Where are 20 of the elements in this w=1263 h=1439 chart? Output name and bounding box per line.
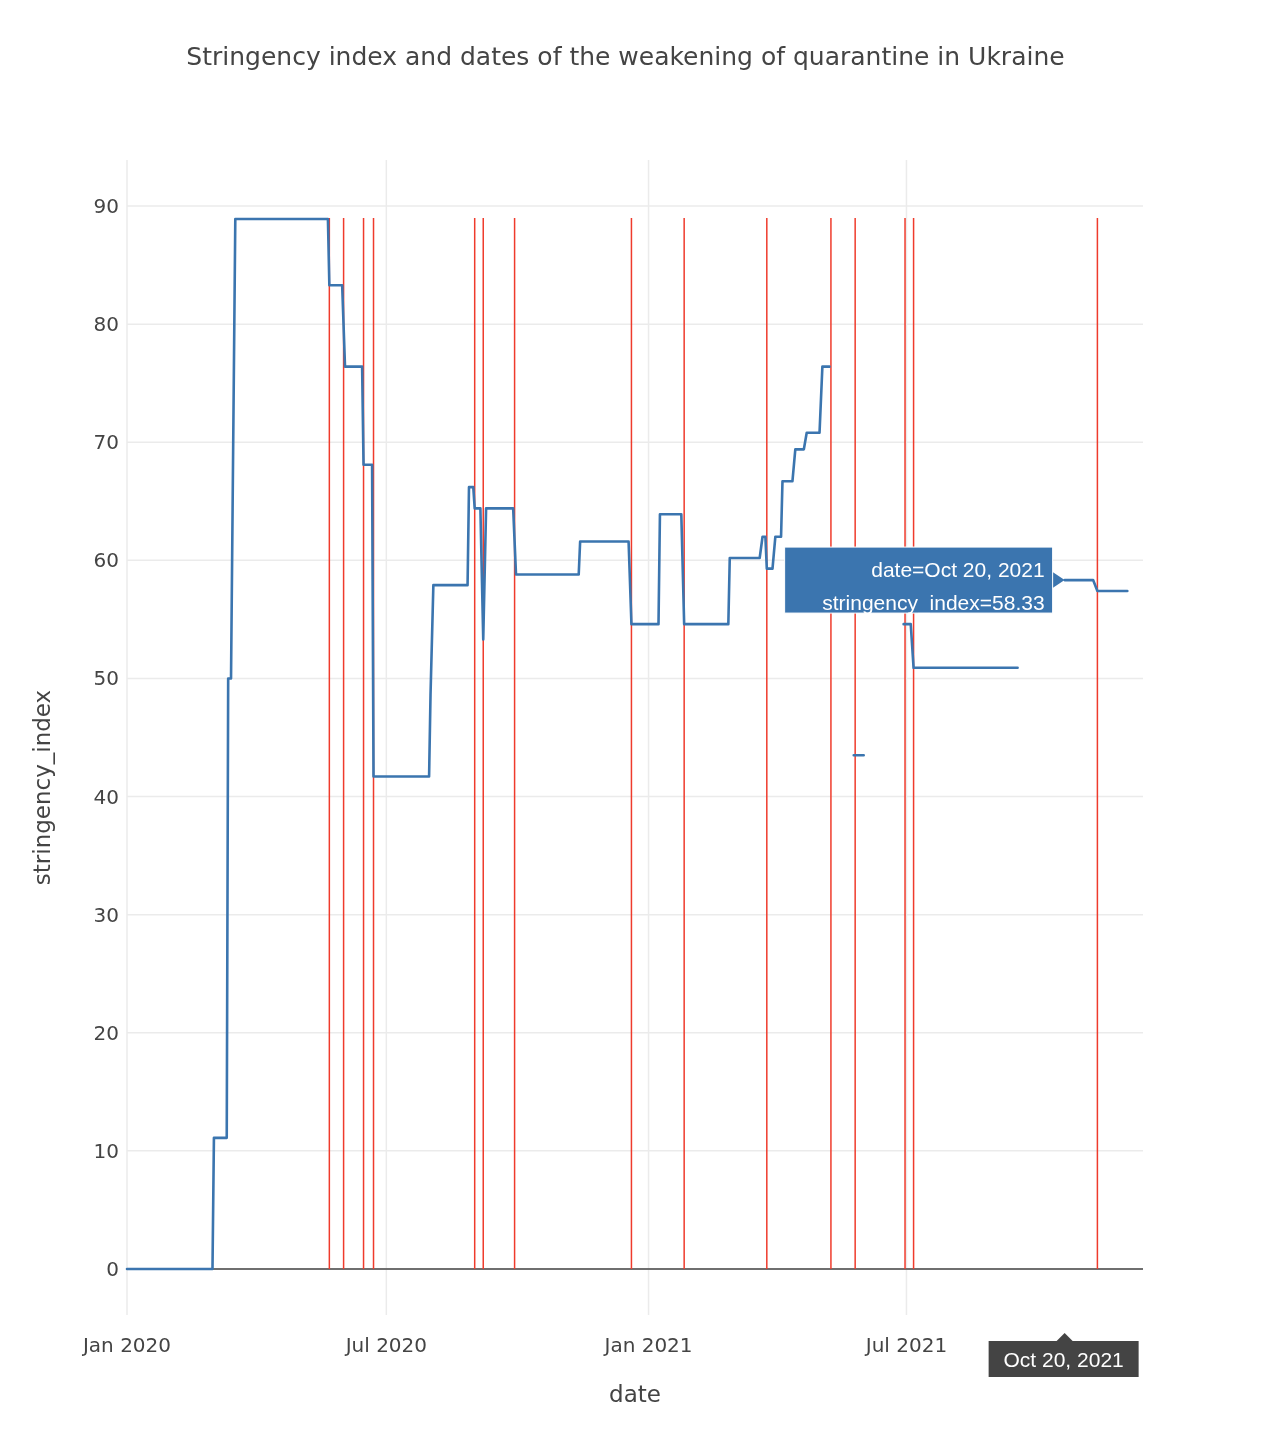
y-tick-label: 0 bbox=[106, 1256, 119, 1281]
x-tick-label: Jul 2020 bbox=[343, 1333, 428, 1357]
x-tick-label: Jan 2020 bbox=[80, 1333, 172, 1357]
y-tick-label: 10 bbox=[93, 1138, 119, 1163]
annotation: date=Oct 20, 2021 stringency_index=58.33 bbox=[822, 558, 1045, 616]
y-tick-label: 50 bbox=[93, 666, 119, 691]
y-axis-title: stringency_index bbox=[29, 689, 55, 886]
y-tick-label: 60 bbox=[93, 548, 119, 573]
y-tick-label: 30 bbox=[93, 902, 119, 927]
y-tick-label: 80 bbox=[93, 312, 119, 337]
x-tick-label: Jul 2021 bbox=[863, 1333, 948, 1357]
y-tick-label: 90 bbox=[93, 194, 119, 219]
hover-label: Oct 20, 2021 bbox=[988, 1333, 1139, 1377]
y-tick-label: 40 bbox=[93, 784, 119, 809]
hover-label: date=Oct 20, 2021 stringency_index=58.33 bbox=[784, 546, 1065, 615]
chart-title: Stringency index and dates of the weakening of quarantine in Ukraine bbox=[186, 42, 1065, 71]
x-tick-label: Jan 2021 bbox=[602, 1333, 693, 1357]
x-axis-title: date bbox=[609, 1381, 661, 1407]
y-tick-label: 20 bbox=[93, 1020, 119, 1045]
y-tick-label: 70 bbox=[93, 430, 119, 455]
